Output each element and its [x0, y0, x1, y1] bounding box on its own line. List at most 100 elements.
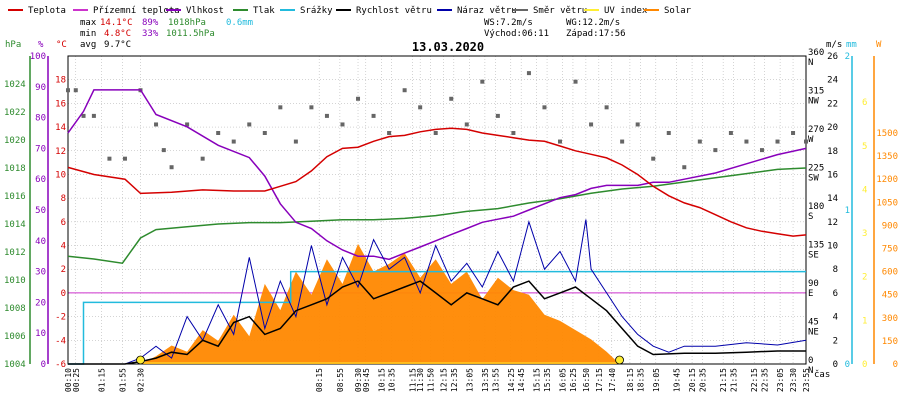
wind-direction-point: [480, 79, 485, 84]
wind-direction-point: [262, 131, 267, 135]
pressure-tick-label: 1006: [4, 332, 26, 342]
x-tick-label: 14:25: [507, 368, 516, 392]
wind-direction-point: [216, 131, 221, 135]
x-tick-label: 11:30: [416, 368, 425, 392]
x-tick-label: 14:45: [517, 368, 526, 392]
sunset-marker: [615, 355, 624, 365]
x-tick-label: 13:55: [491, 368, 500, 392]
stats-avg-temp: 9.7°C: [104, 40, 131, 50]
rain-tick-label: 2: [845, 52, 850, 62]
x-tick-label: 15:15: [533, 368, 542, 392]
x-tick-label: 21:15: [719, 368, 728, 392]
uv-tick-label: 0: [862, 360, 867, 370]
wind-direction-point: [573, 79, 578, 84]
direction-tick-label: 270: [808, 125, 824, 135]
wind-direction-point: [81, 113, 86, 118]
wind-direction-point: [324, 113, 329, 118]
legend-label-3: Tlak: [253, 6, 275, 16]
wind-direction-point: [66, 88, 70, 93]
wind-direction-point: [169, 165, 174, 170]
stats-avg-label: avg: [80, 40, 96, 50]
direction-tick-name: NE: [808, 328, 819, 338]
wind-direction-point: [728, 131, 733, 135]
pressure-tick-label: 1008: [4, 304, 26, 314]
legend-label-2: Vlhkost: [186, 6, 224, 16]
x-tick-label: 00:25: [72, 368, 81, 392]
sunrise-marker: [136, 355, 145, 365]
temperature-tick-label: 6: [61, 218, 66, 228]
stats-wg: WG:12.2m/s: [566, 18, 620, 28]
x-tick-label: 18:35: [636, 368, 645, 392]
humidity-tick-label: 0: [41, 360, 46, 370]
x-tick-label: 00:10: [64, 368, 73, 392]
wind-direction-point: [107, 156, 112, 161]
wind-speed-tick-label: 22: [827, 99, 838, 109]
solar-tick-label: 1050: [876, 198, 898, 208]
x-axis-unit: čas: [814, 369, 830, 380]
wind-speed-line: [68, 280, 806, 365]
wind-direction-point: [635, 122, 640, 127]
wind-direction-point: [511, 131, 516, 135]
x-tick-label: 22:15: [750, 368, 759, 392]
x-tick-label: 22:35: [761, 368, 770, 392]
x-tick-label: 10:35: [388, 368, 397, 392]
wind-direction-point: [418, 105, 423, 110]
solar-tick-label: 300: [882, 314, 898, 324]
x-tick-label: 09:30: [354, 368, 363, 392]
humidity-tick-label: 60: [35, 175, 46, 185]
stats-min-hum: 33%: [142, 29, 159, 39]
wind-direction-point: [651, 156, 656, 161]
pressure-tick-label: 1020: [4, 136, 26, 146]
wind-direction-point: [356, 96, 361, 101]
x-tick-label: 01:15: [98, 368, 107, 392]
x-tick-label: 08:55: [336, 368, 345, 392]
pressure-tick-label: 1014: [4, 220, 26, 230]
wind-direction-point: [185, 122, 190, 127]
wind-direction-point: [154, 122, 159, 127]
solar-tick-label: 1200: [876, 175, 898, 185]
wind-direction-point: [495, 113, 500, 118]
solar-tick-label: 1350: [876, 152, 898, 162]
solar-tick-label: 0: [893, 360, 898, 370]
pressure-tick-label: 1022: [4, 108, 26, 118]
x-tick-label: 19:45: [673, 368, 682, 392]
wind-direction-point: [759, 148, 764, 153]
humidity-tick-label: 80: [35, 114, 46, 124]
humidity-tick-label: 20: [35, 298, 46, 308]
solar-tick-label: 450: [882, 291, 898, 301]
axis-unit-labels: hPa % °C m/s mm W čas: [5, 40, 882, 380]
wind-direction-point: [200, 156, 205, 161]
wind-direction-point: [464, 122, 469, 127]
x-tick-label: 17:15: [595, 368, 604, 392]
x-tick-label: 19:05: [652, 368, 661, 392]
x-tick-label: 15:35: [543, 368, 552, 392]
rain-tick-label: 0: [845, 360, 850, 370]
legend-label-5: Rychlost větru: [356, 6, 432, 16]
humidity-tick-label: 30: [35, 268, 46, 278]
wind-direction-point: [804, 139, 808, 144]
wind-direction-point: [620, 139, 625, 144]
legend-label-0: Teplota: [28, 6, 66, 16]
legend-label-9: Solar: [664, 6, 692, 16]
temperature-tick-label: -4: [55, 336, 66, 346]
temperature-tick-label: 8: [61, 194, 66, 204]
legend-label-4: Srážky: [300, 6, 333, 16]
humidity-tick-label: 40: [35, 237, 46, 247]
direction-tick-label: 90: [808, 279, 819, 289]
wind-direction-point: [558, 139, 562, 144]
x-tick-label: 13:05: [465, 368, 474, 392]
wind-speed-tick-label: 0: [833, 360, 838, 370]
wind-speed-tick-label: 24: [827, 76, 838, 86]
x-tick-label: 12:15: [440, 368, 449, 392]
wind-axis-unit: m/s: [826, 40, 842, 50]
direction-tick-label: 180: [808, 202, 824, 212]
temperature-axis-unit: °C: [56, 40, 67, 50]
wind-speed-tick-label: 8: [833, 265, 838, 275]
direction-tick-label: 225: [808, 164, 824, 174]
humidity-tick-label: 100: [30, 52, 46, 62]
wind-direction-point: [604, 105, 609, 110]
solar-tick-label: 900: [882, 221, 898, 231]
wind-speed-tick-label: 14: [827, 194, 838, 204]
solar-axis-unit: W: [876, 40, 882, 50]
